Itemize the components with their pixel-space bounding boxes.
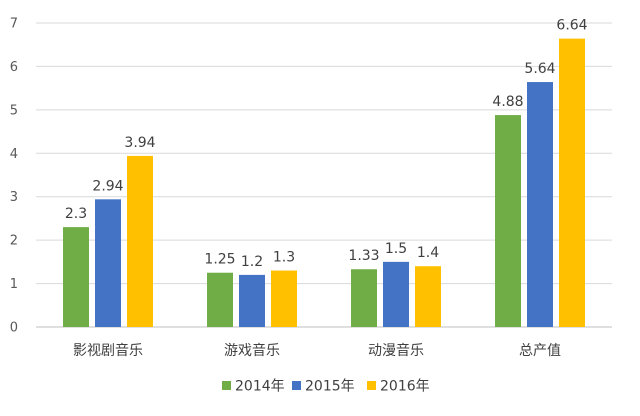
y-tick-label: 0 (10, 321, 18, 336)
bar-2015年-动漫音乐 (383, 261, 409, 327)
data-label: 2.3 (65, 206, 87, 222)
legend-swatch (292, 381, 301, 390)
data-label: 2.94 (92, 178, 123, 194)
data-label: 1.25 (204, 252, 235, 268)
data-label: 1.4 (417, 245, 439, 261)
data-label: 3.94 (124, 135, 155, 151)
y-axis-ticks: 0 1 2 3 4 5 6 7 (10, 17, 18, 336)
y-tick-label: 6 (10, 60, 18, 75)
bar-2015年-总产值 (527, 82, 553, 327)
y-tick-label: 1 (10, 277, 18, 292)
category-label: 影视剧音乐 (73, 342, 143, 359)
data-label: 4.88 (492, 94, 523, 110)
y-tick-label: 4 (10, 147, 18, 162)
category-label: 动漫音乐 (368, 342, 424, 359)
legend-label: 2015年 (305, 379, 355, 395)
data-label: 1.33 (348, 248, 379, 264)
y-tick-label: 5 (10, 103, 18, 118)
data-label: 1.3 (273, 250, 295, 266)
bar-2016年-动漫音乐 (415, 266, 441, 327)
bar-2015年-游戏音乐 (239, 274, 265, 327)
legend-label: 2014年 (235, 379, 285, 395)
bar-2016年-游戏音乐 (271, 270, 297, 327)
bar-2016年-影视剧音乐 (127, 155, 153, 327)
data-labels: 2.3 2.94 3.94 1.25 1.2 1.3 1.33 1.5 1.4 4.88 5.64 6… (65, 18, 588, 270)
data-label: 6.64 (556, 18, 587, 34)
data-label: 1.5 (385, 241, 407, 257)
y-tick-label: 2 (10, 234, 18, 249)
legend-swatch (367, 381, 376, 390)
legend: 2014年 2015年 2016年 (222, 379, 430, 395)
bar-2014年-动漫音乐 (351, 269, 377, 327)
legend-swatch (222, 381, 231, 390)
data-label: 1.2 (241, 254, 263, 270)
y-tick-label: 3 (10, 190, 18, 205)
y-tick-label: 7 (10, 17, 18, 32)
bar-2014年-影视剧音乐 (63, 227, 89, 327)
bar-2015年-影视剧音乐 (95, 199, 121, 327)
category-label: 总产值 (519, 343, 561, 359)
x-axis-categories: 影视剧音乐 游戏音乐 动漫音乐 总产值 (73, 342, 561, 359)
data-label: 5.64 (524, 61, 555, 77)
legend-label: 2016年 (380, 379, 430, 395)
bar-2014年-游戏音乐 (207, 272, 233, 327)
category-label: 游戏音乐 (224, 342, 280, 359)
bar-2014年-总产值 (495, 115, 521, 327)
bars (63, 38, 585, 328)
bar-2016年-总产值 (559, 38, 585, 328)
